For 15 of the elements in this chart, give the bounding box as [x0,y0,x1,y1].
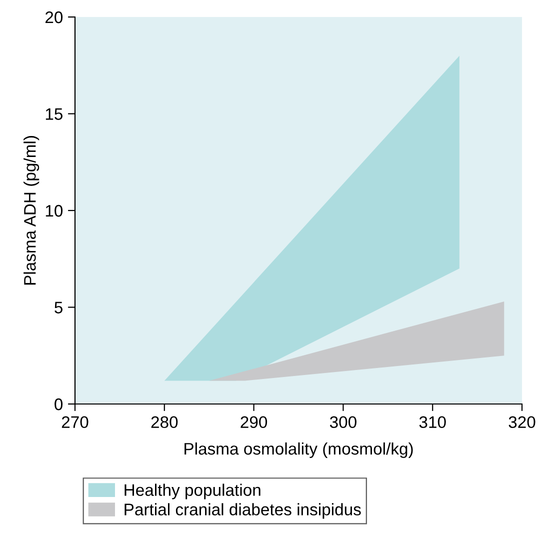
y-tick-label: 15 [46,108,62,120]
x-tick-label: 300 [330,416,356,428]
x-tick-label: 320 [508,416,536,428]
y-tick-label: 10 [46,204,63,217]
x-tick-label: 290 [240,416,268,428]
y-tick-label: 0 [54,398,63,410]
legend-label: Partial cranial diabetes insipidus [124,503,361,519]
x-tick-label: 270 [62,416,88,428]
x-tick-label: 310 [419,416,446,428]
y-tick-label: 5 [54,302,62,314]
x-tick-label: 280 [151,416,178,428]
x-axis-title: Plasma osmolality (mosmol/kg) [184,442,413,458]
y-tick-label: 20 [45,11,63,24]
legend-label: Healthy population [124,484,260,500]
y-axis-title: Plasma ADH (pg/ml) [24,136,40,285]
